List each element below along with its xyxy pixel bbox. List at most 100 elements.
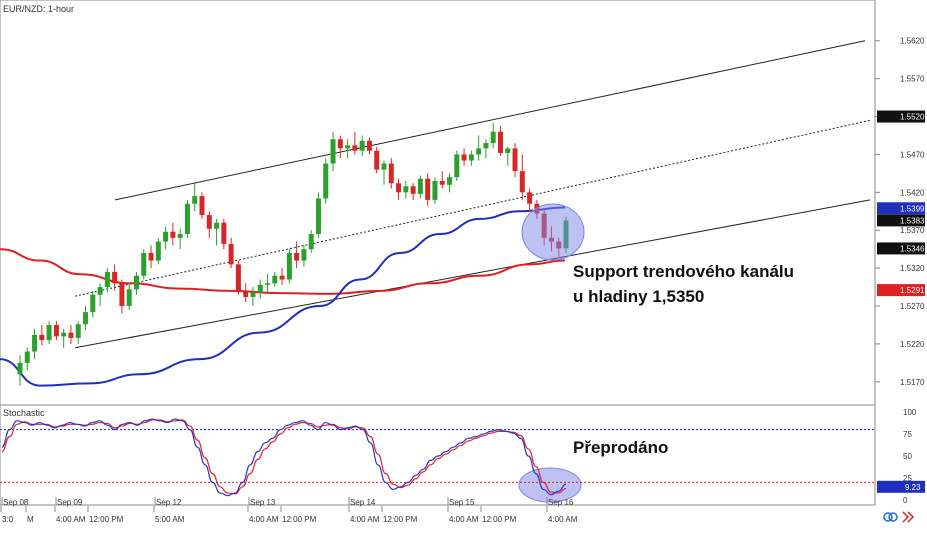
candle [447,173,453,193]
candle [126,283,132,310]
chart-title: EUR/NZD: 1-hour [3,4,74,14]
candle-body [112,271,118,284]
candle-body [192,196,198,204]
candle [243,283,249,303]
candle [221,218,227,250]
candle-body [75,324,81,338]
candle [417,175,423,199]
candle-body [410,186,416,194]
stochastic-tick-label: 0 [903,496,908,505]
candle-body [432,180,438,200]
price-tag-label: 1.5291 [900,286,925,295]
candle-body [337,139,343,149]
candle-body [294,252,300,261]
stochastic-value-label: 9.23 [905,483,921,492]
date-label: Sep 13 [250,498,276,507]
candle-body [206,215,212,229]
candle [148,245,154,269]
candle-body [126,289,132,307]
price-tag [877,242,925,255]
candle [250,287,256,307]
price-tag-label: 1.5383 [900,216,925,225]
candle [97,283,103,307]
candle [337,135,343,159]
stochastic-tick-label: 50 [903,452,912,461]
candle [17,355,23,386]
candle [505,146,511,166]
candle-body [177,234,183,238]
candle-body [119,283,125,307]
candle [490,122,496,149]
candle [75,321,81,344]
candle [366,137,372,155]
candle-body [53,324,59,337]
date-label: Sep 08 [3,498,29,507]
candle [476,135,482,161]
stochastic-axis: 100 75 50 25 0 9.23 [877,408,925,505]
time-label: 4:00 AM [56,515,86,524]
candle [170,222,176,246]
candle [315,192,321,238]
candle [388,158,394,189]
price-tick-label: 1.5470 [900,150,925,159]
trend-channel [74,40,871,349]
time-label: 12:00 PM [89,515,124,524]
candle [119,279,125,314]
candle-body [323,163,329,199]
candle [410,183,416,200]
time-label: 12:00 PM [383,515,418,524]
candle-body [155,241,161,261]
price-tags: 1.5520 1.5399 1.5383 1.5346 1.5291 [877,110,925,297]
candle [461,148,467,166]
candle [177,228,183,250]
candle-body [366,140,372,151]
candle-body [90,294,96,313]
candle-body [83,312,89,325]
price-tick-label: 1.5570 [900,75,925,84]
candle [374,146,380,174]
candle-body [286,252,292,280]
title-bg [2,2,74,15]
time-label: M [27,515,34,524]
candle [112,264,118,291]
candle-body [315,198,321,235]
candle [235,260,241,295]
price-tick-label: 1.5620 [900,37,925,46]
candle-body [388,163,394,184]
candle-body [308,234,314,250]
ma-blue-line [0,206,566,387]
support-highlight [521,203,585,261]
price-tick-label: 1.5320 [900,264,925,273]
candle-body [447,177,453,185]
scroll-to-end-icon[interactable] [902,511,915,523]
time-label: 4:00 AM [449,515,479,524]
candle [519,154,525,200]
candle-body [330,139,336,164]
candle-body [301,249,307,261]
candle [39,324,45,346]
stochastic-tick-label: 100 [903,408,917,417]
price-axis: 1.56201.55701.55201.54701.54201.53701.53… [875,37,925,387]
date-labels: Sep 08 Sep 09 Sep 12 Sep 13 Sep 14 Sep 15 Sep … [1,497,574,507]
time-label: 4:00 AM [548,515,578,524]
candle-body [265,283,271,285]
candle [61,328,67,348]
candle-body [374,150,380,170]
candle [265,274,271,293]
candle [214,218,220,246]
time-label: 3:0 [2,515,14,524]
candle [228,237,234,269]
price-tag [877,214,925,227]
candle [184,199,190,238]
date-label: Sep 14 [350,498,376,507]
candle [83,306,89,331]
candle [381,160,387,185]
candle-body [97,287,103,295]
candle-body [214,222,220,229]
candle [206,211,212,238]
channel-upper [114,40,866,201]
chart-settings-icon[interactable] [883,512,898,522]
candle-body [39,334,45,341]
date-label: Sep 09 [57,498,83,507]
